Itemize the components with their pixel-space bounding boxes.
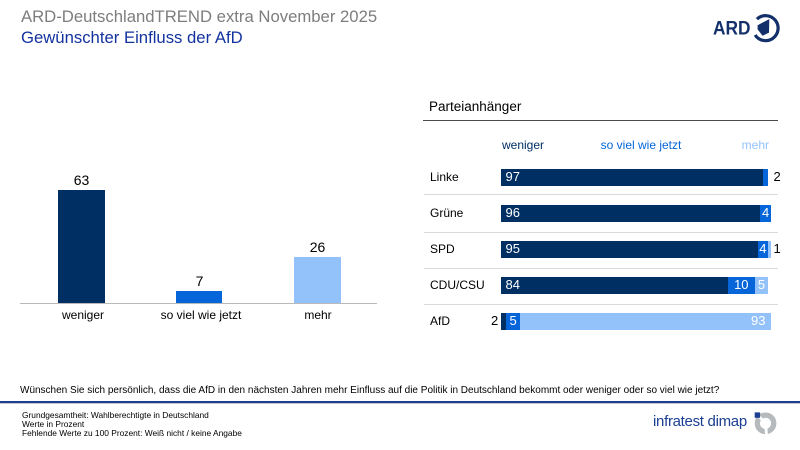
svg-text:ARD: ARD: [713, 18, 751, 40]
